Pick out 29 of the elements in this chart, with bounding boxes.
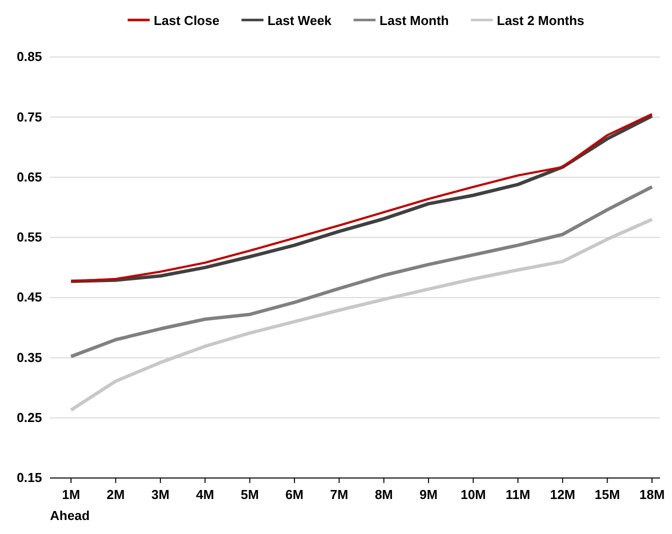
- legend-label: Last 2 Months: [496, 13, 584, 28]
- x-axis-title: Ahead: [50, 508, 90, 523]
- x-tick-label: 15M: [594, 487, 620, 502]
- y-tick-label: 0.65: [16, 169, 42, 184]
- y-tick-label: 0.15: [16, 470, 42, 486]
- x-tick-label: 8M: [374, 487, 393, 502]
- line-series: [69, 218, 654, 412]
- y-tick-label: 0.25: [16, 410, 42, 426]
- y-tick-label: 0.35: [16, 350, 42, 365]
- x-tick-label: 18M: [639, 487, 665, 502]
- x-tick-label: 11M: [506, 487, 530, 502]
- y-tick-label: 0.85: [16, 49, 42, 64]
- x-tick-label: 12M: [550, 487, 576, 502]
- legend-label: Last Close: [154, 13, 220, 28]
- line-series: [69, 185, 654, 358]
- x-tick-label: 10M: [460, 487, 486, 502]
- y-tick-label: 0.75: [16, 109, 42, 124]
- x-tick-label: 3M: [151, 487, 170, 502]
- legend-label: Last Week: [267, 13, 332, 28]
- y-tick-label: 0.55: [16, 230, 42, 245]
- x-tick-label: 9M: [420, 487, 438, 502]
- y-tick-label: 0.45: [16, 290, 42, 305]
- x-tick-label: 5M: [240, 487, 259, 502]
- legend-label: Last Month: [380, 13, 449, 28]
- x-tick-label: 1M: [62, 487, 80, 502]
- x-tick-label: 2M: [106, 487, 125, 502]
- x-tick-label: 4M: [196, 487, 214, 502]
- x-tick-label: 7M: [330, 487, 348, 502]
- x-tick-label: 6M: [285, 487, 304, 502]
